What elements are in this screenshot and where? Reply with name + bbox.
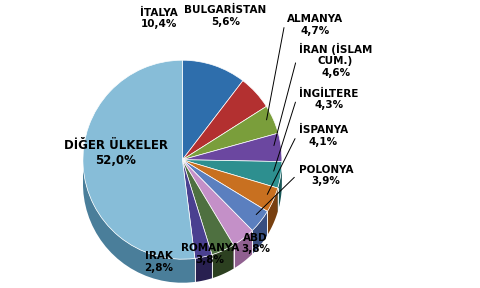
Text: DİĞER ÜLKELER
52,0%: DİĞER ÜLKELER 52,0% (64, 139, 168, 167)
Polygon shape (83, 162, 195, 283)
Text: IRAK
2,8%: IRAK 2,8% (144, 251, 173, 273)
Wedge shape (182, 160, 282, 188)
Polygon shape (267, 188, 278, 235)
Wedge shape (182, 60, 243, 160)
Text: İSPANYA
4,1%: İSPANYA 4,1% (299, 125, 348, 147)
Wedge shape (182, 160, 212, 258)
Wedge shape (182, 160, 234, 255)
Wedge shape (182, 160, 252, 245)
Wedge shape (182, 106, 278, 160)
Wedge shape (182, 160, 267, 230)
Text: İRAN (İSLAM
CUM.)
4,6%: İRAN (İSLAM CUM.) 4,6% (299, 43, 372, 78)
Polygon shape (195, 255, 212, 282)
Text: İNGİLTERE
4,3%: İNGİLTERE 4,3% (299, 89, 358, 110)
Wedge shape (83, 60, 195, 259)
Text: POLONYA
3,9%: POLONYA 3,9% (299, 165, 353, 186)
Wedge shape (182, 81, 266, 160)
Text: ALMANYA
4,7%: ALMANYA 4,7% (287, 14, 343, 36)
Wedge shape (182, 160, 278, 211)
Text: İTALYA
10,4%: İTALYA 10,4% (140, 7, 178, 29)
Polygon shape (278, 162, 282, 212)
Text: BULGARİSTAN
5,6%: BULGARİSTAN 5,6% (184, 5, 267, 26)
Polygon shape (212, 245, 234, 278)
Wedge shape (182, 133, 282, 162)
Text: ROMANYA
3,8%: ROMANYA 3,8% (181, 243, 239, 265)
Polygon shape (252, 211, 267, 254)
Polygon shape (234, 230, 252, 269)
Text: ABD
3,8%: ABD 3,8% (241, 233, 270, 254)
